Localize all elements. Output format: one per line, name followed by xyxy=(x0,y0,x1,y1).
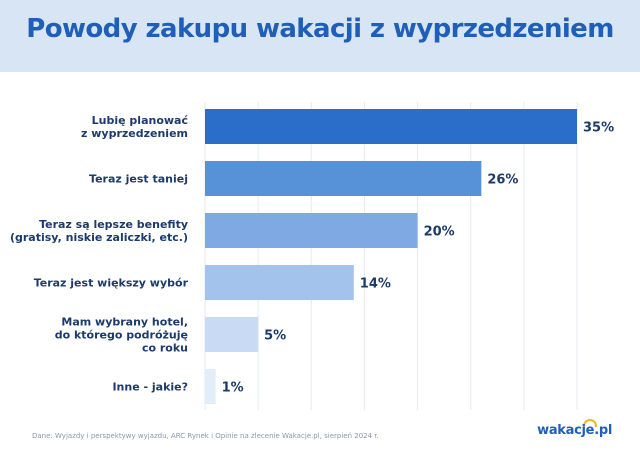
bars xyxy=(205,109,577,404)
header-banner: Powody zakupu wakacji z wyprzedzeniem xyxy=(0,0,640,72)
value-label: 14% xyxy=(360,277,391,292)
chart-title: Powody zakupu wakacji z wyprzedzeniem xyxy=(26,14,614,44)
value-label: 1% xyxy=(222,381,244,396)
category-label: Teraz jest większy wybór xyxy=(34,277,189,290)
category-labels: Lubię planować z wyprzedzeniem Teraz jest … xyxy=(10,114,189,394)
bar xyxy=(205,317,259,352)
logo-sun-icon xyxy=(583,419,597,427)
category-label: Teraz są lepsze benefity (gratisy, niskie… xyxy=(10,218,188,244)
category-label: Inne - jakie? xyxy=(112,381,188,394)
bar xyxy=(205,213,418,248)
value-labels: 35% 26% 20% 14% 5% 1% xyxy=(222,121,614,396)
bar xyxy=(205,369,216,404)
value-label: 20% xyxy=(424,225,455,240)
gridlines xyxy=(204,102,578,410)
category-label: Teraz jest taniej xyxy=(89,173,188,186)
bar-chart: Lubię planować z wyprzedzeniem Teraz jest … xyxy=(10,102,614,410)
value-label: 35% xyxy=(583,121,614,136)
bar xyxy=(205,161,482,196)
value-label: 26% xyxy=(487,173,518,188)
category-label: Lubię planować z wyprzedzeniem xyxy=(81,114,188,140)
bar xyxy=(205,265,354,300)
brand-logo: wakacje.pl xyxy=(537,423,612,438)
category-label: Mam wybrany hotel, do którego podróżuję co… xyxy=(55,316,188,355)
source-note: Dane: Wyjazdy i perspektywy wyjazdu, ARC… xyxy=(32,432,379,440)
bar xyxy=(205,109,577,144)
value-label: 5% xyxy=(264,329,286,344)
